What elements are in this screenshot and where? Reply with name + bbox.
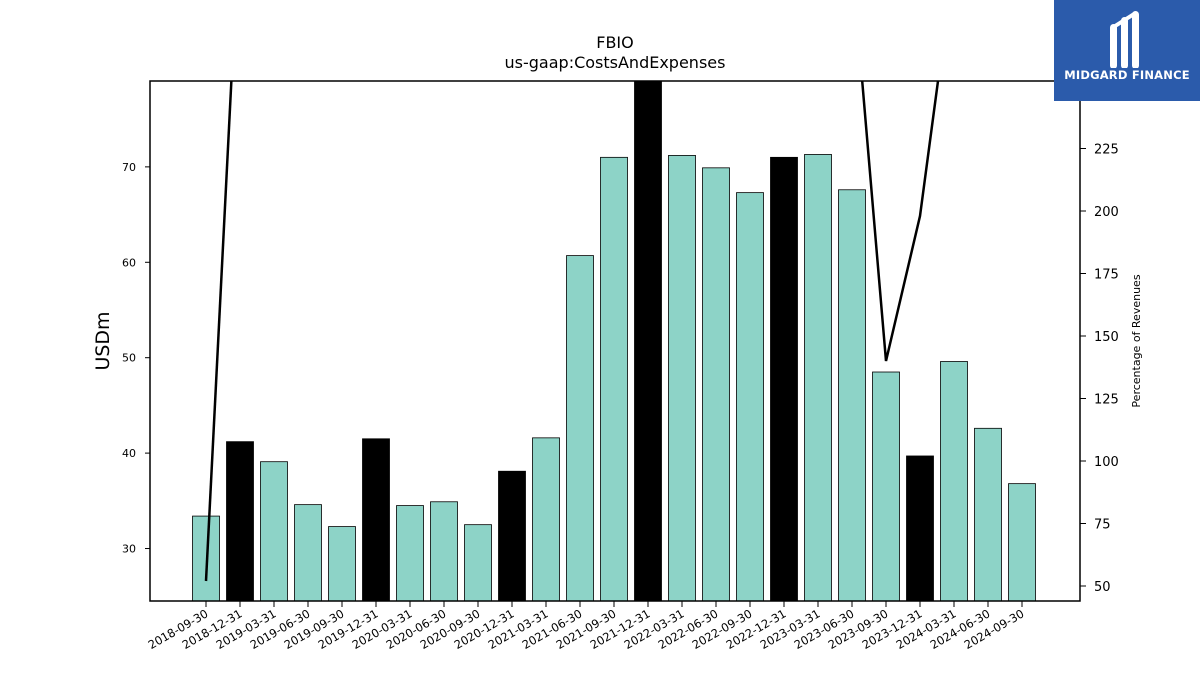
bar-2022-06-30 <box>702 167 730 602</box>
line-point <box>1022 47 1023 51</box>
y-axis-left: 30 40 50 60 70 <box>122 161 150 556</box>
bar-2020-06-30 <box>430 501 458 602</box>
y2-tick-label: 225 <box>1094 143 1119 158</box>
y2-tick-label: 75 <box>1094 518 1111 533</box>
y-tick-label: 30 <box>122 543 136 556</box>
y2-tick-label: 50 <box>1094 580 1111 595</box>
bar-2019-12-31 <box>362 438 390 602</box>
bar-2020-09-30 <box>464 524 492 602</box>
y-axis-right: 50 75 100 125 150 175 200 225 <box>1080 143 1119 595</box>
plot-frame <box>149 80 1081 602</box>
line-series <box>204 47 1023 582</box>
bar-2024-06-30 <box>974 427 1002 602</box>
bar-2021-09-30 <box>600 156 628 602</box>
bar-2024-03-31 <box>940 361 968 602</box>
y-tick-label: 50 <box>122 352 136 365</box>
bar-2021-06-30 <box>566 255 594 602</box>
y2-tick-label: 125 <box>1094 393 1119 408</box>
bar-2020-12-31 <box>498 470 526 602</box>
bar-2021-12-31 <box>634 80 662 602</box>
y-tick-label: 40 <box>122 447 136 460</box>
y2-tick-label: 100 <box>1094 455 1119 470</box>
line-segment-0 <box>204 81 233 582</box>
bar-2019-06-30 <box>294 504 322 602</box>
logo-text: MIDGARD FINANCE <box>1064 68 1190 82</box>
midgard-logo-icon <box>1110 11 1139 68</box>
bar-series <box>192 80 1036 602</box>
bar-2023-06-30 <box>838 189 866 602</box>
y2-axis-label: Percentage of Revenues <box>1130 274 1143 407</box>
bar-2022-12-31 <box>770 156 798 602</box>
chart-subtitle: us-gaap:CostsAndExpenses <box>505 53 726 72</box>
bar-2023-12-31 <box>906 455 934 602</box>
y-tick-label: 70 <box>122 161 136 174</box>
bar-2024-09-30 <box>1008 483 1036 602</box>
bar-2023-09-30 <box>872 371 900 602</box>
y-axis-label: USDm <box>92 311 114 370</box>
x-axis: 2018-09-302018-12-312019-03-312019-06-30… <box>146 601 1027 652</box>
bar-2018-12-31 <box>226 441 254 602</box>
logo: MIDGARD FINANCE <box>1054 0 1200 101</box>
bar-2023-03-31 <box>804 154 832 602</box>
y2-tick-label: 150 <box>1094 330 1119 345</box>
bar-2019-03-31 <box>260 461 288 602</box>
bar-2020-03-31 <box>396 505 424 602</box>
y-tick-label: 60 <box>122 256 136 269</box>
bar-2022-03-31 <box>668 155 696 602</box>
line-segment-1 <box>860 81 940 362</box>
y2-tick-label: 200 <box>1094 205 1119 220</box>
chart-title: FBIO <box>596 33 634 52</box>
y2-tick-label: 175 <box>1094 268 1119 283</box>
bar-2019-09-30 <box>328 526 356 602</box>
bar-2021-03-31 <box>532 437 560 602</box>
bar-2022-09-30 <box>736 192 764 602</box>
